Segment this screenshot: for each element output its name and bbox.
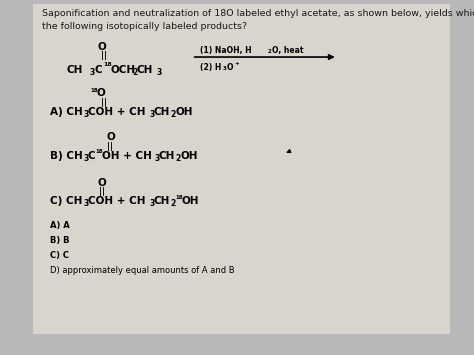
Text: A) CH: A) CH [50,106,82,116]
Text: 3: 3 [154,154,159,163]
Text: 2: 2 [176,154,181,163]
Text: CH: CH [154,196,170,206]
Text: (1) NaOH, H: (1) NaOH, H [200,47,252,55]
Text: D) approximately equal amounts of A and B: D) approximately equal amounts of A and … [50,266,235,275]
Text: Saponification and neutralization of 18O labeled ethyl acetate, as shown below, : Saponification and neutralization of 18O… [42,9,474,17]
Text: 3: 3 [149,199,155,208]
Text: the following isotopically labeled products?: the following isotopically labeled produ… [42,22,246,31]
Text: ||: || [99,187,105,196]
Text: 18: 18 [103,62,112,67]
Text: 3: 3 [83,110,89,119]
Text: 2: 2 [132,67,138,77]
Text: ||: || [108,142,113,151]
Text: 18: 18 [91,88,99,93]
Text: C) C: C) C [50,251,69,260]
Text: 3: 3 [90,67,95,77]
Text: ||: || [101,51,107,60]
Text: CH: CH [159,151,175,161]
Text: 3: 3 [83,154,89,163]
Text: 2: 2 [268,49,272,54]
Text: O: O [98,42,107,51]
Text: COH + CH: COH + CH [88,196,146,206]
Text: O: O [106,132,115,142]
Text: ||: || [101,98,107,106]
Text: O: O [98,178,107,187]
Text: B) CH: B) CH [50,151,82,161]
Text: CH: CH [154,106,170,116]
Text: (2) H: (2) H [200,63,221,72]
Text: O: O [97,88,106,98]
Text: OH + CH: OH + CH [102,151,152,161]
Text: O: O [226,63,233,72]
Text: C: C [88,151,95,161]
Text: OH: OH [181,151,198,161]
Text: O, heat: O, heat [272,47,303,55]
Text: 3: 3 [149,110,155,119]
Text: C) CH: C) CH [50,196,82,206]
Text: +: + [235,61,239,66]
Text: OH: OH [175,106,193,116]
Text: 2: 2 [171,110,176,119]
Text: CH: CH [137,65,153,75]
Text: 3: 3 [83,199,89,208]
Text: COH + CH: COH + CH [88,106,146,116]
Text: OCH: OCH [110,65,136,75]
Text: A) A: A) A [50,222,70,230]
Text: 3: 3 [223,66,227,71]
Text: OH: OH [182,196,199,206]
Text: C: C [95,65,102,75]
Text: 18: 18 [96,149,103,154]
Text: 18: 18 [175,195,183,200]
Text: 3: 3 [156,67,162,77]
Text: B) B: B) B [50,236,69,245]
Text: CH: CH [66,65,83,75]
Text: 2: 2 [171,199,176,208]
